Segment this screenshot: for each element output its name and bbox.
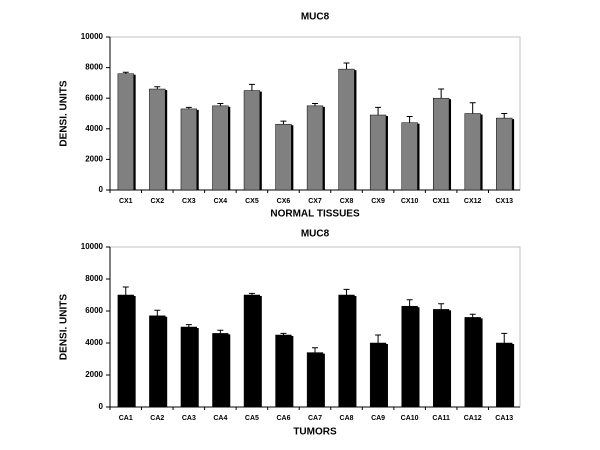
bar (496, 117, 513, 191)
error-bar (406, 299, 413, 307)
bar (338, 294, 355, 408)
bar (306, 352, 324, 408)
chart-title: MUC8 (301, 12, 330, 23)
x-tick-label: CX1 (119, 198, 133, 205)
bar (306, 105, 324, 191)
bar (369, 342, 387, 408)
error-bar (154, 309, 161, 316)
x-tick-label: CA12 (464, 415, 482, 422)
error-bar (122, 71, 129, 74)
bar (212, 333, 229, 408)
error-bar (375, 106, 382, 116)
bar (117, 73, 134, 191)
x-tick-label: CX9 (371, 198, 385, 205)
bar (275, 123, 292, 191)
x-tick-label: CA9 (371, 415, 385, 422)
bar (180, 108, 197, 191)
x-tick-label: CA5 (245, 415, 259, 422)
bar (496, 342, 513, 408)
error-bar (248, 83, 255, 91)
x-tick-label: CX12 (464, 198, 482, 205)
y-tick-label: 0 (99, 185, 104, 194)
x-tick-label: CA3 (182, 415, 196, 422)
error-bar (154, 86, 161, 90)
x-tick-label: CX6 (277, 198, 291, 205)
bar (117, 294, 134, 408)
error-bar (185, 106, 192, 109)
y-tick-label: 10000 (81, 32, 104, 41)
x-tick-label: CA7 (308, 415, 322, 422)
bar (338, 68, 355, 191)
y-tick-label: 8000 (85, 63, 103, 72)
x-tick-label: CA1 (119, 415, 133, 422)
error-bar (343, 288, 350, 295)
y-tick-label: 6000 (85, 93, 103, 102)
error-bar (185, 324, 192, 327)
error-bar (469, 102, 476, 114)
x-tick-label: CX13 (495, 198, 513, 205)
error-bar (375, 334, 382, 343)
y-tick-label: 10000 (81, 242, 104, 251)
y-tick-label: 2000 (85, 155, 103, 164)
bar (180, 326, 197, 408)
error-bar (406, 116, 413, 123)
bar (275, 334, 292, 408)
x-tick-label: CA4 (213, 415, 227, 422)
y-tick-label: 0 (99, 402, 104, 411)
x-tick-label: CA10 (401, 415, 419, 422)
x-tick-label: CX8 (340, 198, 354, 205)
y-tick-label: 4000 (85, 338, 103, 347)
x-tick-label: CA2 (150, 415, 164, 422)
bar (401, 122, 418, 191)
error-bar (469, 313, 476, 318)
bar (243, 90, 261, 191)
bar (433, 309, 450, 408)
y-tick-label: 4000 (85, 124, 103, 133)
bar (149, 88, 166, 191)
x-tick-label: CA11 (432, 415, 450, 422)
error-bar (217, 103, 224, 106)
error-bar (217, 329, 224, 334)
error-bar (280, 120, 287, 125)
error-bar (280, 332, 287, 335)
y-tick-label: 6000 (85, 306, 103, 315)
error-bar (501, 113, 508, 119)
chart-title: MUC8 (301, 229, 330, 240)
bar (149, 315, 166, 408)
bar (464, 113, 481, 191)
x-tick-label: CA13 (495, 415, 513, 422)
x-tick-label: CA6 (276, 415, 290, 422)
bar (464, 317, 481, 408)
x-tick-label: CX4 (214, 198, 228, 205)
error-bar (312, 347, 318, 353)
x-axis-label: TUMORS (293, 427, 337, 438)
x-tick-label: CX7 (308, 198, 322, 205)
bar (433, 97, 450, 191)
error-bar (501, 332, 508, 343)
error-bar (122, 286, 129, 295)
error-bar (343, 62, 350, 70)
x-tick-label: CX2 (150, 198, 164, 205)
x-tick-label: CX3 (182, 198, 196, 205)
y-tick-label: 8000 (85, 274, 103, 283)
x-axis-label: NORMAL TISSUES (270, 209, 360, 220)
y-tick-label: 2000 (85, 370, 103, 379)
y-axis-label: DENSI. UNITS (59, 294, 70, 360)
x-tick-label: CX10 (401, 198, 419, 205)
x-tick-label: CA8 (340, 415, 354, 422)
error-bar (312, 103, 318, 106)
error-bar (438, 303, 445, 310)
error-bar (248, 292, 255, 295)
bar (243, 294, 261, 408)
bar (212, 105, 229, 191)
x-tick-label: CX5 (245, 198, 259, 205)
y-axis-label: DENSI. UNITS (59, 80, 70, 146)
bar (401, 305, 418, 408)
x-tick-label: CX11 (433, 198, 450, 205)
error-bar (438, 88, 445, 99)
bar (369, 114, 387, 191)
